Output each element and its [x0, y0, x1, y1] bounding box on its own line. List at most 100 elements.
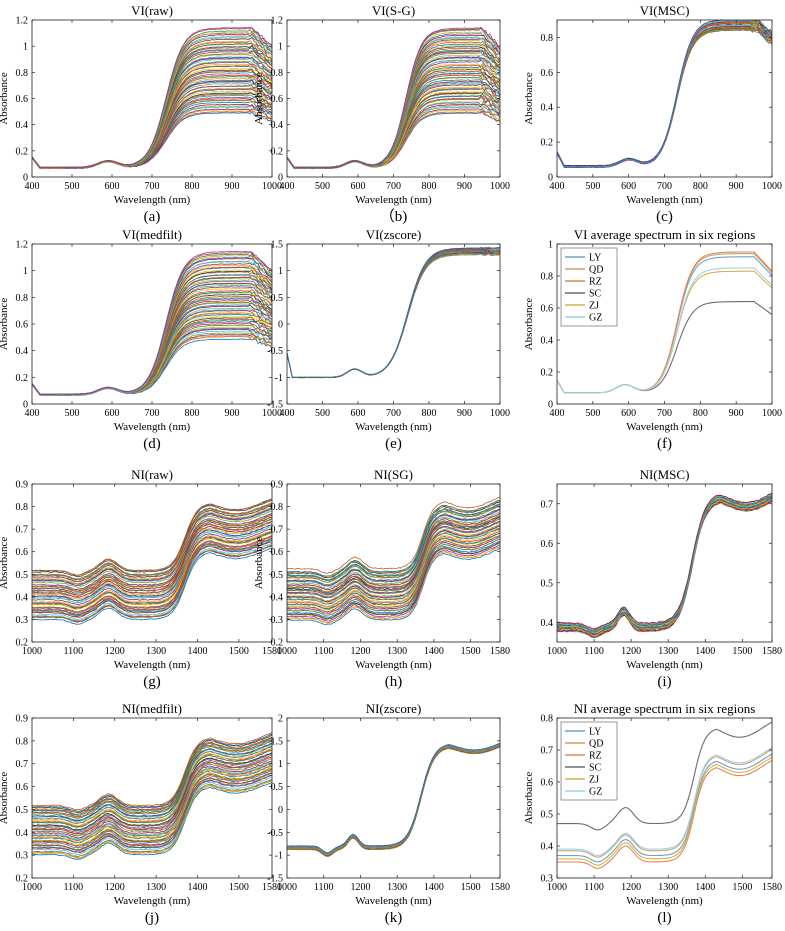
- series-line: [32, 518, 272, 596]
- series-line: [557, 497, 772, 634]
- x-tick-label: 1200: [105, 646, 125, 657]
- x-tick-label: 700: [657, 181, 672, 192]
- series-line: [557, 498, 772, 636]
- series-group: [32, 250, 272, 397]
- series-line: [557, 498, 772, 636]
- x-tick-label: 700: [386, 181, 401, 192]
- series-line: [287, 252, 500, 378]
- y-tick-label: 1: [23, 266, 28, 277]
- series-line: [287, 743, 500, 854]
- chart-title: NI average spectrum in six regions: [574, 701, 756, 716]
- series-line: [287, 247, 500, 378]
- y-tick-label: 0: [278, 173, 283, 184]
- series-line: [32, 506, 272, 584]
- series-line: [557, 495, 772, 634]
- series-line: [557, 497, 772, 635]
- series-line: [557, 22, 772, 168]
- series-line: [287, 253, 500, 378]
- panel-caption: (g): [143, 674, 161, 690]
- x-tick-label: 1000: [22, 646, 42, 657]
- y-tick-label: 0.8: [541, 33, 554, 44]
- chart-title: NI(zscore): [366, 701, 422, 716]
- series-line: [557, 495, 772, 633]
- x-tick-label: 1000: [277, 646, 297, 657]
- y-tick-label: 2: [278, 714, 283, 725]
- series-line: [287, 247, 500, 378]
- series-line: [32, 748, 272, 827]
- y-tick-label: 0.4: [271, 592, 284, 603]
- series-line: [287, 111, 500, 170]
- chart-title: VI average spectrum in six regions: [574, 227, 756, 242]
- series-line: [287, 517, 500, 595]
- chart-panel-h: 1000 1100 1200 1300 1400 1500 15800.20.30.40.5…: [253, 467, 510, 690]
- series-line: [287, 518, 500, 596]
- series-line: [287, 248, 500, 378]
- y-tick-label: 0: [278, 320, 283, 331]
- series-line: [557, 496, 772, 634]
- series-line: [32, 547, 272, 625]
- x-tick-label: 1000: [490, 181, 510, 192]
- series-line: [287, 246, 500, 379]
- x-axis-label: Wavelength (nm): [114, 194, 191, 206]
- series-line: [287, 252, 500, 378]
- series-group: [287, 742, 500, 858]
- series-line: [287, 523, 500, 602]
- series-line: [287, 539, 500, 616]
- series-line: [287, 541, 500, 618]
- y-tick-label: 1: [548, 240, 553, 251]
- series-line: [32, 542, 272, 620]
- series-line: [287, 508, 500, 586]
- legend-box: [560, 247, 618, 327]
- series-line: [287, 744, 500, 855]
- x-tick-label: 800: [693, 408, 708, 419]
- series-line: [287, 532, 500, 611]
- series-line: [32, 516, 272, 594]
- series-line: [557, 500, 772, 638]
- panel-caption: (e): [385, 436, 402, 452]
- series-line: [557, 497, 772, 634]
- series-line: [287, 746, 500, 857]
- x-tick-label: 1580: [762, 646, 782, 657]
- y-axis-label: Absorbance: [253, 537, 265, 590]
- series-line: [287, 249, 500, 378]
- series-line: [557, 492, 772, 630]
- x-tick-label: 1100: [64, 646, 84, 657]
- series-group: [32, 732, 272, 861]
- x-tick-label: 1200: [621, 646, 641, 657]
- series-line: [287, 251, 500, 378]
- series-line: [32, 521, 272, 598]
- chart-panel-i: 1000 1100 1200 1300 1400 1500 1580 0.4 0.5 0.6 0.7…: [541, 467, 783, 690]
- y-tick-label: 0.6: [541, 778, 554, 789]
- series-line: [287, 249, 500, 378]
- series-line: [32, 762, 272, 841]
- series-line: [557, 494, 772, 632]
- y-tick-label: -1: [275, 851, 283, 862]
- series-line: [32, 499, 272, 578]
- series-line: [32, 541, 272, 618]
- series-line: [557, 26, 772, 167]
- x-tick-label: 1100: [64, 882, 84, 893]
- series-group: [557, 721, 772, 869]
- x-axis-label: Wavelength (nm): [355, 421, 432, 433]
- y-axis-label: Absorbance: [523, 298, 535, 351]
- series-line: [287, 251, 500, 378]
- series-line: [32, 512, 272, 591]
- y-axis-label: Absorbance: [253, 72, 265, 125]
- x-tick-label: 1500: [461, 882, 481, 893]
- series-line: [557, 501, 772, 639]
- y-tick-label: 0.4: [541, 103, 554, 114]
- x-tick-label: 600: [105, 181, 120, 192]
- legend-label-RZ: RZ: [589, 277, 602, 288]
- x-tick-label: 1200: [105, 882, 125, 893]
- legend-label-QD: QD: [589, 265, 603, 276]
- series-line: [287, 247, 500, 379]
- series-line: [32, 748, 272, 827]
- series-line: [32, 505, 272, 582]
- x-tick-label: 900: [225, 181, 240, 192]
- y-tick-label: 0.8: [271, 68, 284, 79]
- series-line: [287, 746, 500, 857]
- axes-box: [556, 19, 773, 178]
- y-tick-label: 0.8: [16, 736, 29, 747]
- series-line: [32, 778, 272, 858]
